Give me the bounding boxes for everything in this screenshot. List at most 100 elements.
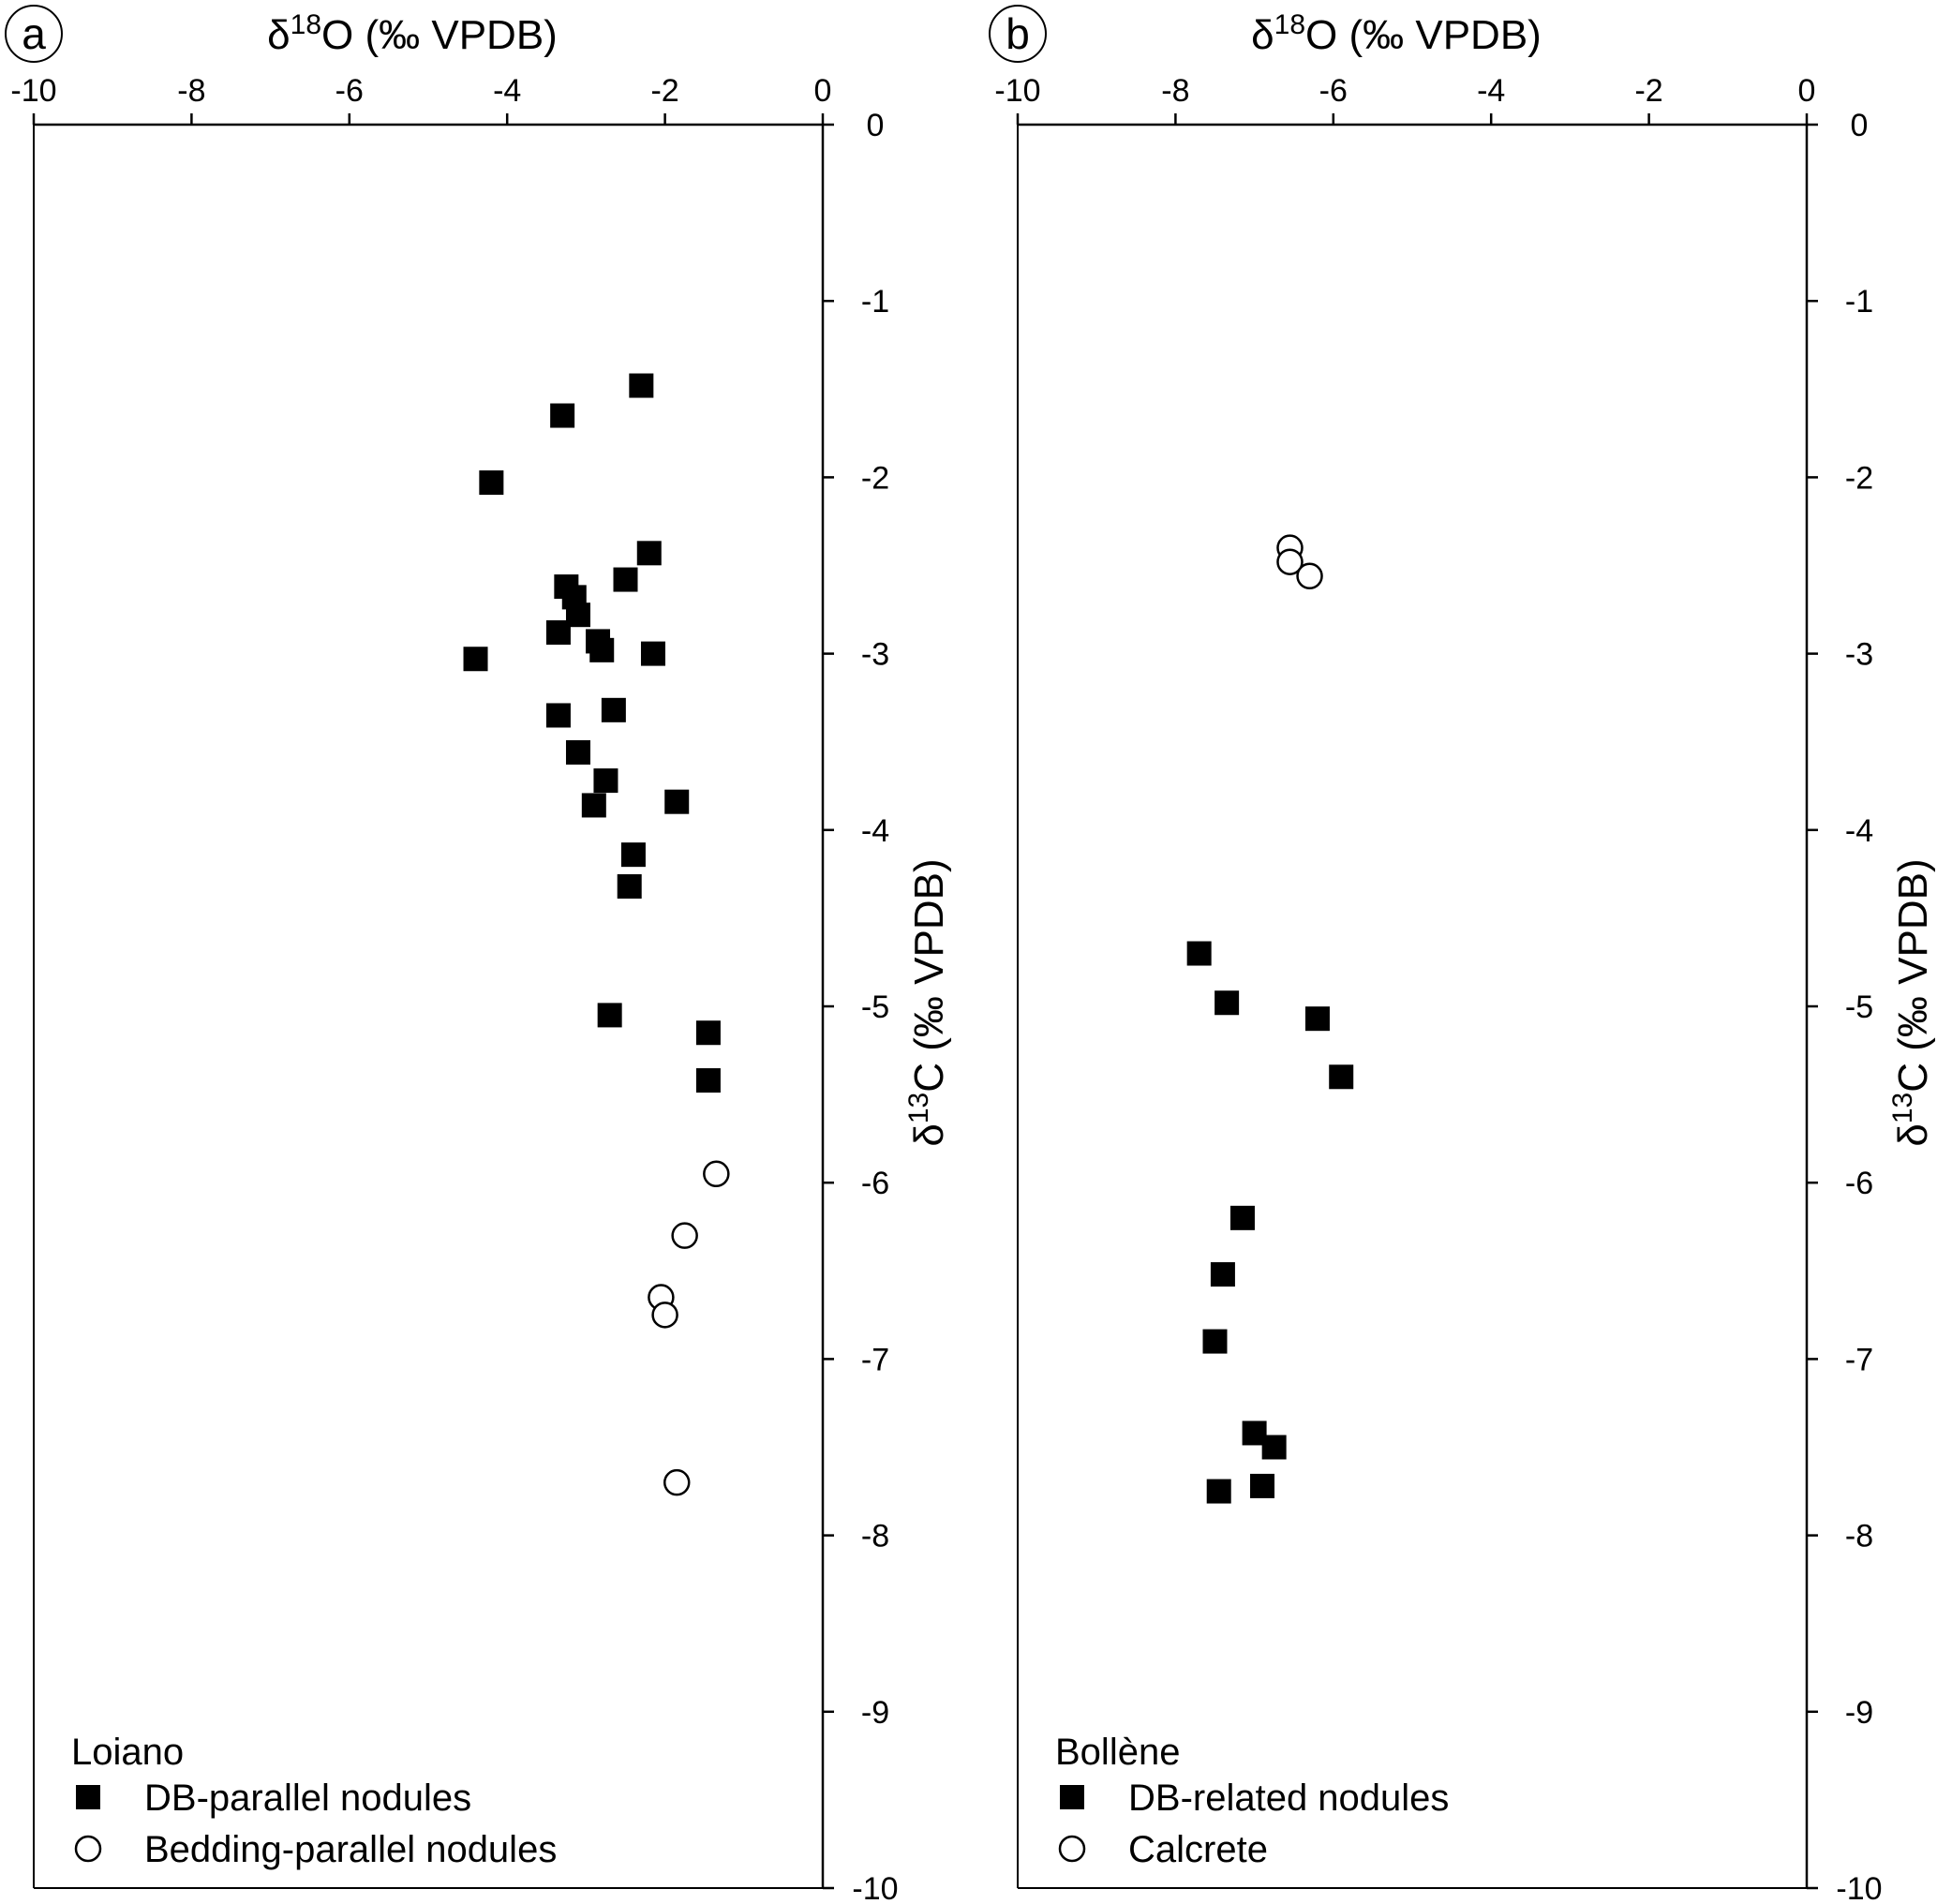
panel-label-circle — [989, 5, 1047, 63]
panel-label-circle — [5, 5, 63, 63]
data-point-square — [597, 1003, 622, 1028]
x-axis-title-superscript: 18 — [1274, 9, 1305, 40]
data-point-square — [581, 793, 606, 818]
data-point-square — [1304, 1006, 1330, 1032]
y-tick-label: 0 — [867, 108, 885, 143]
y-tick-label: -4 — [861, 813, 889, 849]
x-axis-title: δ18O (‰ VPDB) — [267, 9, 558, 58]
data-point-circle — [663, 1468, 691, 1496]
x-tick-label: 0 — [1798, 73, 1816, 109]
y-axis-title: δ13C (‰ VPDB) — [1887, 858, 1936, 1146]
data-point-square — [636, 541, 662, 566]
series-0-points — [463, 373, 721, 1093]
data-point-square — [664, 789, 690, 814]
data-point-square — [695, 1020, 721, 1046]
data-point-square — [601, 697, 626, 722]
y-axis-title-superscript: 13 — [1887, 1093, 1918, 1123]
series-1-points — [648, 1160, 730, 1496]
x-tick-label: -4 — [493, 73, 521, 109]
y-axis-title-prefix: δ — [906, 1123, 952, 1147]
x-tick-label: -2 — [650, 73, 678, 109]
panel-label: a — [22, 9, 46, 58]
legend-marker — [74, 1835, 102, 1863]
data-point-square — [593, 768, 618, 794]
legend-marker — [1060, 1785, 1084, 1809]
legend-entry: DB-parallel nodules — [144, 1778, 471, 1819]
x-tick-label: -6 — [1319, 73, 1348, 109]
x-tick-label: -8 — [177, 73, 205, 109]
x-axis-title-suffix: O (‰ VPDB) — [321, 12, 558, 58]
x-tick-label: -10 — [10, 73, 56, 109]
data-point-circle — [1276, 548, 1304, 575]
y-axis-title-suffix: C (‰ VPDB) — [1890, 858, 1936, 1092]
data-point-square — [545, 620, 571, 646]
data-point-square — [463, 647, 488, 672]
data-point-circle — [651, 1302, 678, 1329]
y-tick-label: 0 — [1851, 108, 1869, 143]
data-point-square — [550, 403, 575, 428]
data-point-circle — [1296, 562, 1323, 590]
data-point-square — [479, 470, 504, 496]
series-1-points — [1276, 534, 1323, 590]
y-axis-title-prefix: δ — [1890, 1123, 1936, 1147]
y-axis-title-superscript: 13 — [903, 1093, 934, 1123]
panel-label: b — [1006, 9, 1030, 58]
x-axis-title-prefix: δ — [1251, 12, 1274, 58]
data-point-square — [1250, 1473, 1275, 1498]
legend-marker — [1058, 1835, 1086, 1863]
y-tick-label: -8 — [1845, 1519, 1873, 1554]
series-0-points — [1186, 941, 1354, 1504]
data-point-square — [1210, 1262, 1235, 1287]
y-tick-label: -7 — [1845, 1342, 1873, 1377]
x-tick-label: -4 — [1477, 73, 1505, 109]
data-point-square — [640, 641, 665, 666]
x-tick-label: -10 — [994, 73, 1040, 109]
data-point-square — [613, 567, 638, 592]
y-tick-label: -5 — [1845, 989, 1873, 1025]
y-tick-label: -9 — [1845, 1695, 1873, 1731]
y-tick-label: -6 — [1845, 1166, 1873, 1201]
y-axis-title-suffix: C (‰ VPDB) — [906, 858, 952, 1092]
y-tick-label: -7 — [861, 1342, 889, 1377]
data-point-circle — [671, 1222, 698, 1249]
data-point-square — [1261, 1435, 1287, 1460]
x-axis-title-prefix: δ — [267, 12, 291, 58]
legend-entry: Bedding-parallel nodules — [144, 1829, 557, 1870]
y-tick-label: -3 — [861, 637, 889, 673]
y-tick-label: -6 — [861, 1166, 889, 1201]
y-tick-label: -3 — [1845, 637, 1873, 673]
data-point-square — [1186, 941, 1212, 966]
y-tick-label: -10 — [1836, 1871, 1882, 1904]
y-tick-label: -2 — [861, 460, 889, 496]
y-tick-label: -2 — [1845, 460, 1873, 496]
data-point-square — [1229, 1205, 1255, 1230]
data-point-square — [545, 703, 571, 728]
data-point-square — [617, 874, 642, 900]
data-point-square — [695, 1068, 721, 1093]
data-point-square — [1206, 1479, 1231, 1504]
y-tick-label: -9 — [861, 1695, 889, 1731]
y-tick-label: -1 — [1845, 284, 1873, 320]
x-axis-title-superscript: 18 — [291, 9, 321, 40]
x-tick-label: -6 — [335, 73, 364, 109]
y-tick-label: -1 — [861, 284, 889, 320]
legend-title: Loiano — [71, 1732, 184, 1773]
y-tick-label: -10 — [852, 1871, 898, 1904]
legend-entry: Calcrete — [1128, 1829, 1268, 1870]
legend-entry: DB-related nodules — [1128, 1778, 1449, 1819]
data-point-square — [565, 739, 590, 765]
x-axis-title: δ18O (‰ VPDB) — [1251, 9, 1542, 58]
data-point-square — [1329, 1064, 1354, 1090]
x-tick-label: 0 — [814, 73, 832, 109]
data-point-square — [589, 637, 615, 662]
x-tick-label: -2 — [1634, 73, 1662, 109]
data-point-square — [1202, 1329, 1228, 1354]
x-axis-title-suffix: O (‰ VPDB) — [1305, 12, 1542, 58]
legend-title: Bollène — [1055, 1732, 1180, 1773]
x-tick-label: -8 — [1161, 73, 1189, 109]
y-tick-label: -5 — [861, 989, 889, 1025]
data-point-square — [620, 842, 646, 868]
